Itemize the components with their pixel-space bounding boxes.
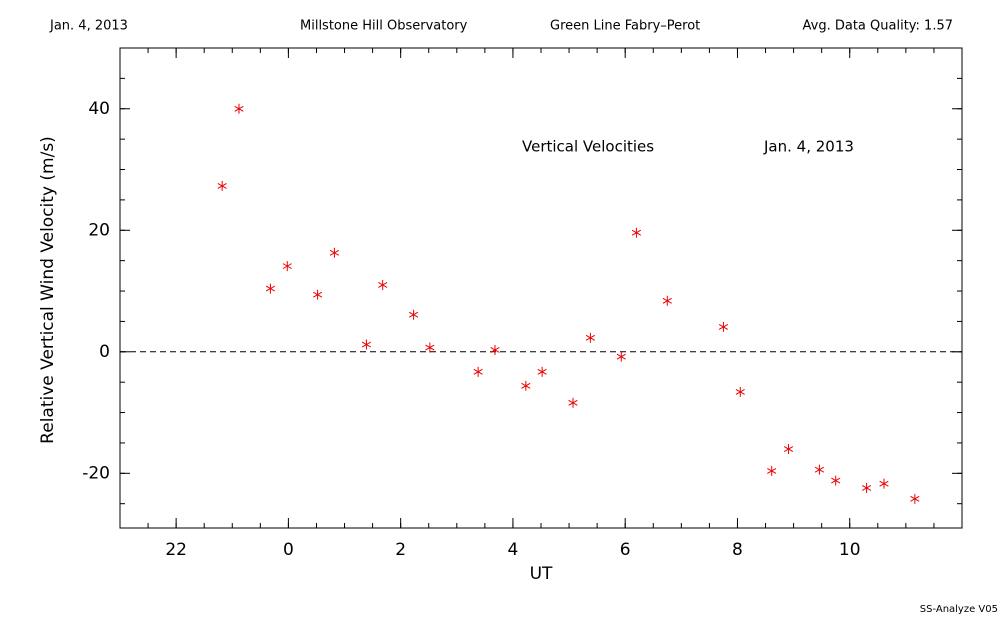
point [783,444,794,455]
point-stroke [783,446,794,452]
point [616,351,626,362]
point [329,247,340,258]
point [473,366,483,377]
point [631,227,642,238]
header-date: Jan. 4, 2013 [49,19,128,34]
x-tick-label: 10 [839,540,861,560]
point [265,283,276,294]
y-tick-label: 20 [88,220,110,240]
y-tick-label: 0 [99,342,110,362]
point [425,342,435,353]
point-stroke [361,341,372,348]
point-stroke [616,353,626,360]
y-axis-label: Relative Vertical Wind Velocity (m/s) [38,136,58,444]
point [879,478,889,489]
x-tick-label: 2 [395,540,406,560]
point [861,482,872,493]
point [408,309,419,320]
x-tick-label: 8 [732,540,743,560]
point-stroke [312,291,323,298]
point-stroke [861,484,872,491]
point-stroke [265,285,276,292]
point-stroke [631,229,642,236]
point [814,464,825,475]
point-stroke [329,249,340,256]
point-stroke [425,344,435,351]
point [217,180,227,191]
point-stroke [473,368,483,375]
point-stroke [831,477,841,484]
y-tick-label: -20 [82,463,110,483]
point-stroke [378,282,388,288]
point [282,261,292,272]
point [490,344,500,355]
x-tick-label: 6 [620,540,631,560]
point-stroke [662,297,672,304]
header-observatory: Millstone Hill Observatory [300,19,468,34]
plot-frame [119,47,963,529]
header-instrument: Green Line Fabry–Perot [550,19,700,34]
point [735,386,745,397]
y-tick-label: 40 [88,99,110,119]
point [521,380,531,391]
point-stroke [217,182,227,189]
point [831,475,841,486]
point-stroke [910,495,920,502]
x-tick-label: 4 [508,540,519,560]
point [537,366,547,377]
point [378,279,388,290]
x-tick-label: 0 [283,540,294,560]
point-stroke [234,105,244,112]
point-stroke [585,334,595,341]
point-stroke [521,382,531,389]
point-stroke [568,399,578,406]
point [585,332,595,343]
point-stroke [814,466,825,473]
x-axis-label: UT [530,564,553,584]
point-stroke [408,311,419,318]
footer: SS-Analyze V05 [920,604,998,615]
annotation: Vertical Velocities [522,138,654,156]
point [767,465,777,476]
point-stroke [282,263,292,270]
point [910,493,920,504]
point [718,321,729,332]
point [662,295,672,306]
point-stroke [879,480,889,487]
point [234,103,244,114]
annotation: Jan. 4, 2013 [763,138,854,156]
point-stroke [718,323,729,330]
point-stroke [767,467,777,474]
header-quality: Avg. Data Quality: 1.57 [803,19,953,34]
point [361,339,372,350]
point [312,289,323,300]
point-stroke [735,388,745,395]
x-tick-label: 22 [165,540,187,560]
point-stroke [537,368,547,375]
point [568,397,578,408]
point-stroke [490,347,500,353]
